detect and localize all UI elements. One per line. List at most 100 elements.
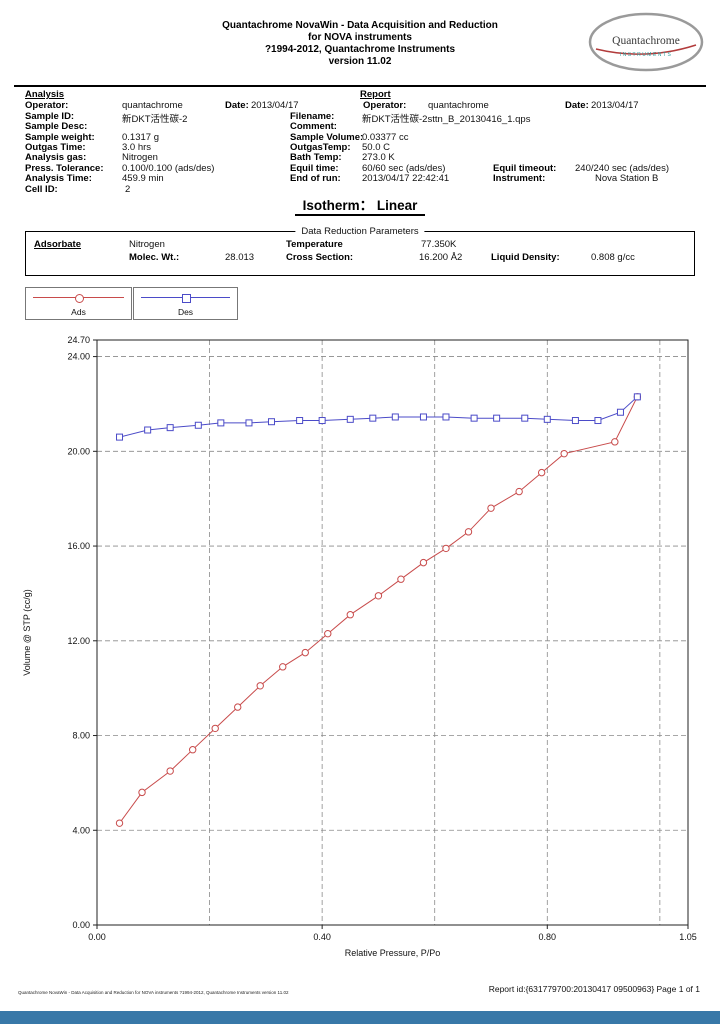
press-tolerance-value: 0.100/0.100 (ads/des): [122, 163, 215, 174]
marker-ads: [346, 611, 354, 619]
logo-sub: INSTRUMENTS: [620, 52, 673, 58]
sample-id-value: 新DKT活性碳-2: [122, 114, 188, 125]
marker-ads: [324, 629, 332, 638]
marker-des: [419, 413, 427, 421]
logo-brand: Quantachrome: [612, 35, 680, 47]
report-heading: Report: [360, 89, 391, 100]
plot-frame: [96, 339, 689, 926]
sample-desc-label: Sample Desc:: [25, 121, 88, 132]
footer-right: Report id:{631779700:20130417 09500963} …: [488, 984, 700, 994]
y-tick-label: 0.00: [72, 920, 90, 930]
marker-ads: [138, 788, 146, 797]
x-tick-label: 0.00: [88, 932, 106, 942]
footer-left: Quantachrome NovaWin - Data Acquisition …: [18, 990, 289, 995]
y-tick-label: 20.00: [67, 446, 90, 456]
marker-des: [391, 413, 399, 421]
report-operator-label: Operator:: [363, 100, 407, 111]
marker-des: [616, 408, 624, 416]
y-tick-label: 24.70: [67, 335, 90, 345]
y-axis-label: Volume @ STP (cc/g): [22, 589, 32, 676]
marker-ads: [442, 544, 450, 553]
equil-time-label: Equil time:: [290, 163, 339, 174]
adsorbate-label: Adsorbate: [34, 239, 81, 250]
liquid-density-label: Liquid Density:: [491, 252, 560, 263]
marker-ads: [487, 504, 495, 512]
header-rule: [14, 85, 706, 87]
filename-label: Filename:: [290, 111, 335, 122]
sample-weight-label: Sample weight:: [25, 132, 95, 143]
logo-swoosh-icon: [595, 44, 697, 55]
marker-des: [470, 414, 478, 422]
y-tick-label: 12.00: [67, 636, 90, 646]
marker-des: [144, 426, 152, 434]
marker-des: [543, 415, 551, 423]
cross-section-label: Cross Section:: [286, 252, 354, 263]
isotherm-title: Isotherm： Linear: [294, 198, 426, 216]
sample-volume-value: 0.03377 cc: [362, 132, 409, 143]
analysis-time-label: Analysis Time:: [25, 173, 92, 184]
legend-des: Des: [133, 287, 238, 320]
equil-timeout-value: 240/240 sec (ads/des): [575, 163, 670, 174]
liquid-density-value: 0.808 g/cc: [591, 252, 635, 263]
end-of-run-value: 2013/04/17 22:42:41: [362, 173, 450, 184]
header-line3: ?1994-2012, Quantachrome Instruments: [264, 44, 456, 55]
series-line-ads: [119, 396, 638, 824]
marker-des: [633, 393, 641, 401]
marker-des: [571, 417, 579, 425]
des-marker-icon: [181, 294, 191, 303]
ads-marker-icon: [74, 294, 84, 303]
analysis-gas-value: Nitrogen: [122, 152, 158, 163]
y-tick-label: 24.00: [67, 352, 90, 362]
isotherm-chart: 0.00 4.00 8.00 12.00 16.00 20.00 24.00 24.70 0.0…: [22, 335, 697, 958]
marker-ads: [611, 438, 619, 446]
marker-ads: [279, 663, 287, 671]
marker-ads: [537, 468, 546, 477]
analysis-date-label: Date:: [225, 100, 249, 111]
x-axis-label: Relative Pressure, P/Po: [345, 948, 441, 958]
molec-wt-value: 28.013: [225, 252, 255, 263]
marker-ads: [419, 558, 428, 567]
bath-temp-value: 273.0 K: [362, 152, 395, 163]
instrument-label: Instrument:: [493, 173, 546, 184]
bath-temp-label: Bath Temp:: [290, 152, 342, 163]
comment-label: Comment:: [290, 121, 337, 132]
header-line1: Quantachrome NovaWin - Data Acquisition …: [222, 20, 498, 31]
marker-des: [296, 417, 304, 425]
filename-value: 新DKT活性碳-2sttn_B_20130416_1.qps: [362, 114, 531, 125]
outgas-temp-label: OutgasTemp:: [290, 142, 351, 153]
marker-des: [318, 417, 326, 425]
marker-ads: [464, 528, 473, 536]
data-reduction-title: Data Reduction Parameters: [295, 226, 425, 237]
series-line-des: [119, 396, 638, 438]
data-reduction-box: Data Reduction Parameters Adsorbate Nitr…: [25, 226, 695, 276]
cell-id-label: Cell ID:: [25, 184, 58, 195]
marker-des: [194, 421, 202, 429]
temperature-label: Temperature: [286, 239, 343, 250]
marker-ads: [234, 703, 242, 711]
isotherm-title-wrap: Isotherm： Linear: [0, 194, 720, 216]
cross-section-value: 16.200 Å2: [419, 252, 463, 263]
analysis-operator-label: Operator:: [25, 100, 69, 111]
marker-ads: [560, 449, 568, 458]
marker-des: [166, 424, 174, 432]
outgas-time-label: Outgas Time:: [25, 142, 86, 153]
ads-label: Ads: [71, 307, 86, 317]
des-label: Des: [177, 307, 194, 317]
marker-ads: [211, 724, 219, 733]
temperature-value: 77.350K: [421, 239, 457, 250]
analysis-operator-value: quantachrome: [122, 100, 183, 111]
legend-ads: Ads: [25, 287, 132, 320]
marker-ads: [115, 819, 124, 827]
marker-des: [267, 418, 275, 426]
bottom-bar: [0, 1011, 720, 1024]
report-date-value: 2013/04/17: [591, 100, 639, 111]
header-line4: version 11.02: [328, 56, 392, 67]
analysis-date-value: 2013/04/17: [251, 100, 299, 111]
marker-des: [369, 414, 377, 422]
equil-timeout-label: Equil timeout:: [493, 163, 557, 174]
report-date-label: Date:: [565, 100, 589, 111]
x-tick-label: 0.80: [539, 932, 557, 942]
marker-des: [442, 413, 450, 421]
marker-ads: [374, 592, 383, 600]
